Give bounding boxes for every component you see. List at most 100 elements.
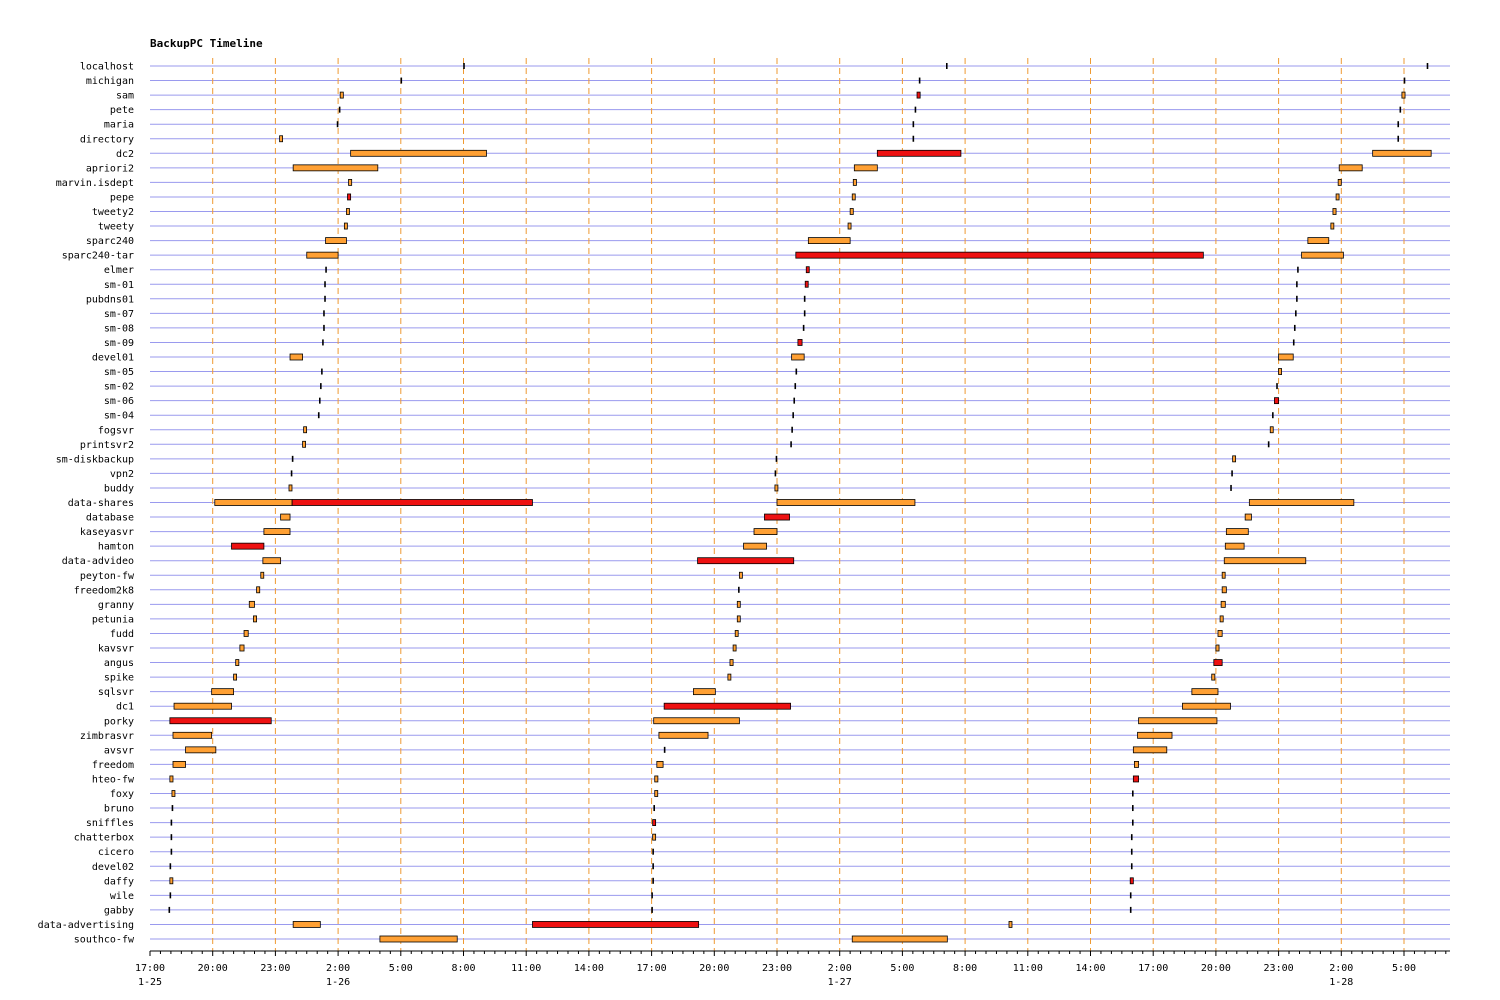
- incremental-backup-bar: [1248, 499, 1355, 506]
- incremental-backup-bar: [853, 164, 878, 172]
- full-backup-bar: [663, 702, 791, 710]
- incremental-backup-bar: [1223, 557, 1307, 565]
- host-label: fogsvr: [98, 425, 134, 436]
- host-label: angus: [104, 658, 134, 669]
- incremental-backup-bar: [263, 528, 291, 535]
- time-tick-label: 17:00: [135, 963, 165, 974]
- full-backup-bar: [876, 149, 962, 157]
- incremental-backup-bar: [211, 688, 234, 696]
- time-tick-label: 11:00: [511, 963, 541, 974]
- host-label: sm-02: [104, 382, 134, 393]
- host-label: freedom2k8: [74, 585, 134, 596]
- incremental-backup-bar: [1191, 688, 1219, 696]
- incremental-backup-bar: [172, 731, 213, 739]
- incremental-backup-bar: [280, 513, 291, 521]
- host-label: dc1: [116, 702, 134, 713]
- incremental-backup-bar: [214, 499, 293, 506]
- chart-title: BackupPC Timeline: [150, 37, 263, 50]
- host-label: sm-09: [104, 338, 134, 349]
- incremental-backup-bar: [339, 91, 344, 99]
- incremental-backup-bar: [851, 193, 856, 201]
- backup-bars: [168, 63, 1432, 943]
- incremental-backup-bar: [734, 630, 739, 637]
- incremental-backup-bar: [1211, 673, 1216, 681]
- host-label: sm-05: [104, 367, 134, 378]
- time-tick-label: 8:00: [451, 963, 475, 974]
- incremental-backup-bar: [1220, 600, 1226, 608]
- incremental-backup-bar: [260, 571, 265, 579]
- host-label: cicero: [98, 847, 134, 858]
- host-label: data-advideo: [62, 556, 134, 567]
- full-backup-bar: [1132, 775, 1139, 783]
- incremental-backup-bar: [350, 149, 487, 157]
- incremental-backup-bar: [235, 659, 240, 666]
- incremental-backup-bar: [1215, 644, 1220, 652]
- full-backup-bar: [169, 717, 272, 725]
- incremental-backup-bar: [652, 833, 657, 841]
- host-label: spike: [104, 673, 134, 684]
- full-backup-bar: [1129, 877, 1134, 885]
- full-backup-bar: [697, 557, 795, 565]
- time-tick-label: 5:00: [1392, 963, 1416, 974]
- incremental-backup-bar: [1219, 615, 1224, 623]
- incremental-backup-bar: [289, 353, 303, 361]
- time-tick-label: 20:00: [699, 963, 729, 974]
- full-backup-bar: [231, 542, 265, 550]
- host-label: kaseyasvr: [80, 527, 134, 538]
- incremental-backup-bar: [1269, 426, 1274, 434]
- incremental-backup-bar: [1307, 237, 1330, 245]
- host-label: sm-07: [104, 309, 134, 320]
- time-axis: 17:00 20:00 23:00 2:00 5:00 8:00 11:00 14:00 17:…: [135, 950, 1450, 988]
- incremental-backup-bar: [653, 717, 740, 725]
- incremental-backup-bar: [306, 251, 339, 259]
- host-label: devel02: [92, 862, 134, 873]
- incremental-backup-bar: [1372, 149, 1432, 157]
- incremental-backup-bar: [1221, 586, 1227, 594]
- full-backup-bar: [532, 921, 700, 928]
- host-labels: localhost michigan sam pete maria directory dc…: [38, 62, 135, 946]
- full-backup-bar: [795, 251, 1204, 259]
- host-label: hteo-fw: [92, 774, 135, 785]
- incremental-backup-bar: [656, 761, 664, 768]
- time-tick-label: 2:00: [326, 963, 350, 974]
- incremental-backup-bar: [847, 222, 852, 230]
- incremental-backup-bar: [279, 135, 283, 143]
- host-label: sniffles: [86, 818, 134, 829]
- full-backup-bar: [1213, 659, 1223, 666]
- time-tick-label: 17:00: [637, 963, 667, 974]
- incremental-backup-bar: [743, 542, 767, 550]
- incremental-backup-bar: [791, 353, 805, 361]
- host-label: directory: [80, 134, 134, 145]
- incremental-backup-bar: [346, 208, 350, 215]
- incremental-backup-bar: [343, 222, 348, 230]
- incremental-backup-bar: [171, 790, 176, 797]
- time-tick-label: 23:00: [762, 963, 792, 974]
- host-label: pubdns01: [86, 294, 134, 305]
- time-tick-label: 8:00: [953, 963, 977, 974]
- host-label: chatterbox: [74, 833, 134, 844]
- date-label: 1-26: [326, 977, 350, 988]
- full-backup-bar: [805, 266, 810, 274]
- incremental-backup-bar: [292, 164, 379, 172]
- incremental-backup-bar: [169, 877, 174, 885]
- incremental-backup-bar: [302, 440, 306, 448]
- full-backup-bar: [347, 193, 352, 201]
- date-label: 1-27: [828, 977, 852, 988]
- incremental-backup-bar: [654, 775, 659, 783]
- host-label: vpn2: [110, 469, 134, 480]
- host-label: data-shares: [68, 498, 134, 509]
- incremental-backup-bar: [1133, 761, 1139, 768]
- host-label: dc2: [116, 149, 134, 160]
- time-tick-label: 5:00: [890, 963, 914, 974]
- host-label: localhost: [80, 62, 134, 73]
- incremental-backup-bar: [654, 790, 659, 797]
- host-label: kavsvr: [98, 644, 134, 655]
- host-label: sparc240-tar: [62, 251, 134, 262]
- host-label: tweety2: [92, 207, 134, 218]
- host-label: wile: [110, 891, 134, 902]
- incremental-backup-bar: [852, 178, 857, 186]
- host-label: elmer: [104, 265, 134, 276]
- host-label: apriori2: [86, 163, 134, 174]
- incremental-backup-bar: [1301, 251, 1344, 259]
- time-gridlines: [212, 58, 1405, 951]
